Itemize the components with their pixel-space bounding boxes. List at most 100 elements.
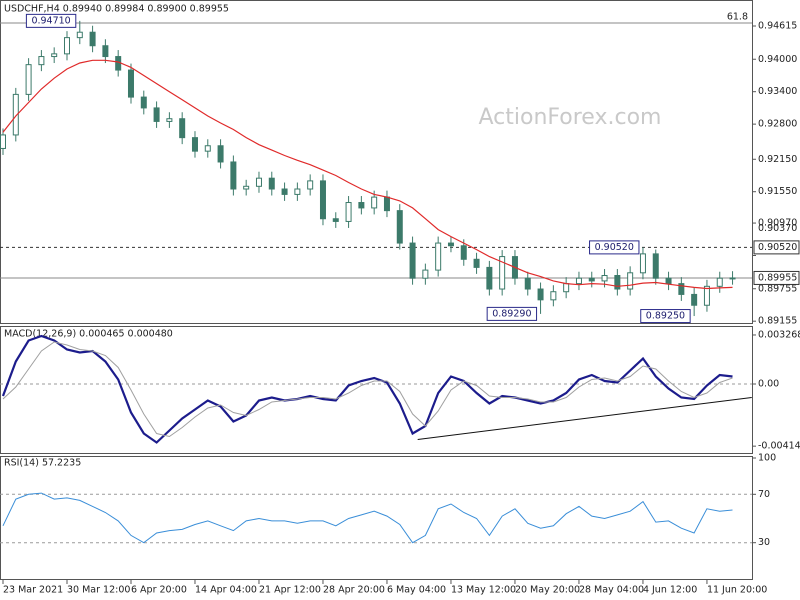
y-tick-label: 0.90370 [758,223,797,234]
y-tick-label: 0.92800 [758,119,797,130]
candle-body [76,31,83,39]
y-tick-label: 0.94615 [758,21,797,32]
annotation-box [640,309,691,324]
x-tick-label: 28 Apr 20:00 [323,585,385,596]
candle-body [0,134,6,149]
x-tick-label: 23 Mar 2021 [3,585,63,596]
candle-body [486,266,493,290]
candle-body [678,283,685,295]
candle-body [627,272,634,290]
candle-body [51,53,58,58]
y-tick-label: 0.90970 [758,218,797,229]
candle-body [665,277,672,285]
candle-body [716,277,723,287]
candle-body [268,177,275,190]
annotation-label: 0.94710 [31,15,70,26]
candle-body [294,188,301,195]
panel-title: USDCHF,H4 0.89940 0.89984 0.89900 0.8995… [4,4,229,15]
price-label: 0.89955 [758,272,797,283]
candle-body [422,269,429,279]
x-tick-label: 28 May 04:00 [579,585,644,596]
candle-body [652,253,659,279]
annotation-box [25,13,77,28]
price-label-box [753,270,800,285]
candle-body [691,293,698,306]
candle-body [63,37,70,55]
y-tick-label: 0.92150 [758,154,797,165]
annotation-label: 0.90520 [595,242,634,253]
candle-body [38,56,45,66]
candle-body [575,277,582,285]
candle-body [230,161,237,190]
watermark: ActionForex.com [479,105,662,130]
candle-body [358,202,365,209]
indicator-line [1,334,733,444]
candle-body [127,69,134,98]
candle-body [255,177,262,187]
level-label: 61.8 [727,12,748,23]
y-tick-label: 100 [758,453,776,464]
annotation-label: 0.89250 [646,311,685,322]
y-tick-label: 0.93400 [758,86,797,97]
candle-body [435,242,442,271]
y-tick-label: 30 [758,537,770,548]
candle-body [345,202,352,222]
y-tick-label: 0.003268 [758,329,800,340]
candle-body [383,196,390,212]
x-tick-label: 6 Apr 20:00 [131,585,187,596]
x-tick-label: 14 Apr 04:00 [195,585,257,596]
candle-body [550,291,557,301]
candle-body [601,275,608,282]
candle-body [307,180,314,190]
x-tick-label: 20 May 20:00 [515,585,580,596]
macd-panel [0,326,753,454]
candle-body [563,283,570,293]
panel-title: MACD(12,26,9) 0.000465 0.000480 [4,329,173,340]
y-tick-label: 0.89155 [758,316,797,327]
indicator-line [2,341,733,438]
candle-body [396,210,403,244]
x-tick-label: 4 Jun 12:00 [643,585,697,596]
x-tick-label: 30 Mar 12:00 [67,585,130,596]
indicator-line [2,492,733,544]
x-tick-label: 21 Apr 12:00 [259,585,321,596]
candle-body [524,277,531,290]
candle-body [191,137,198,152]
candle-body [217,145,224,163]
y-tick-label: 0.91550 [758,186,797,197]
candle-body [179,118,186,139]
candle-body [499,256,506,290]
candle-body [639,253,646,274]
candle-body [102,45,109,58]
candle-body [729,277,736,280]
annotation-box [589,240,640,255]
price-panel [0,0,753,324]
candle-body [319,180,326,220]
candle-body [703,285,710,306]
candle-body [166,118,173,122]
candle-body [281,188,288,195]
candle-body [89,31,96,47]
y-tick-label: 0.94000 [758,54,797,65]
candle-body [447,242,454,247]
price-label: 0.90520 [758,242,797,253]
candle-body [473,258,480,268]
candle-body [140,96,147,109]
rsi-panel [0,456,753,580]
price-label-box [753,240,800,255]
x-tick-label: 13 May 12:00 [451,585,516,596]
annotation-box [486,306,538,321]
candle-body [204,145,211,152]
candle-body [409,242,416,279]
x-tick-label: 6 May 04:00 [387,585,446,596]
candle-body [614,275,621,290]
y-tick-label: 0.00 [758,379,779,390]
candle-body [12,93,19,136]
candle-body [460,245,467,260]
moving-average [2,59,733,290]
candle-body [25,64,32,95]
trend-line [417,397,752,440]
candle-body [371,196,378,209]
